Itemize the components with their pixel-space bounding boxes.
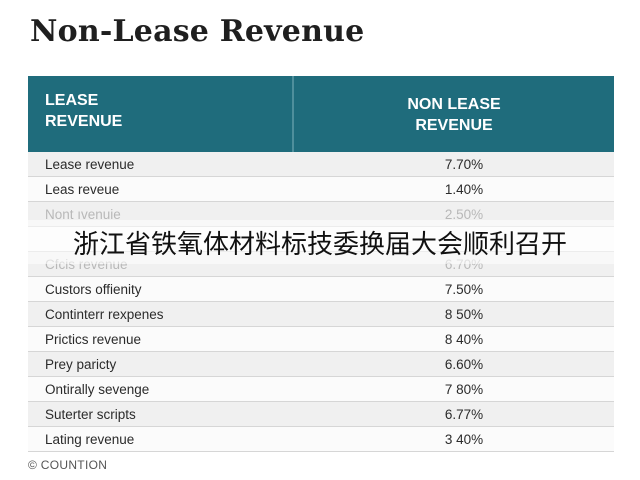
row-label: Nont ıvenuie [45,206,121,222]
header-non-lease-revenue: NON LEASE REVENUE [294,76,614,152]
header-col1-line1: LEASE [45,92,99,109]
row-value: 6.77% [444,406,484,422]
table-row: Lating revenue 3 40% [28,427,614,452]
header-col1-line2: REVENUE [45,113,123,130]
overlay-caption: 浙江省铁氧体材料标技委换届大会顺利召开 [0,220,640,264]
table-header: LEASE REVENUE NON LEASE REVENUE [28,76,614,152]
header-lease-revenue: LEASE REVENUE [28,76,294,152]
table-row: Custors offienity 7.50% [28,277,614,302]
table-row: Lease revenue 7.70% [28,152,614,177]
row-value: 7.50% [444,281,484,297]
table-row: Ontirally sevenge 7 80% [28,377,614,402]
row-label: Ontirally sevenge [45,381,150,397]
row-value: 8 40% [444,331,484,347]
table-body: Lease revenue 7.70% Leas reveue 1.40% No… [28,152,614,452]
row-label: Continterr rexpenes [45,306,164,322]
table-row: Prictics revenue 8 40% [28,327,614,352]
header-col2-line1: NON LEASE [407,96,501,113]
row-label: Prictics revenue [45,331,142,347]
row-label: Custors offienity [45,281,142,297]
row-label: Leas reveue [45,181,120,197]
row-label: Prey paricty [45,356,117,372]
revenue-table: LEASE REVENUE NON LEASE REVENUE Lease re… [28,76,614,452]
table-row: Prey paricty 6.60% [28,352,614,377]
table-row: Suterter scripts 6.77% [28,402,614,427]
overlay-caption-text: 浙江省铁氧体材料标技委换届大会顺利召开 [72,229,567,260]
row-label: Lease revenue [45,156,135,172]
row-value: 6.60% [444,356,484,372]
row-value: 7.70% [444,156,484,172]
table-row: Continterr rexpenes 8 50% [28,302,614,327]
copyright-footer: © COUNTION [28,458,108,472]
row-value: 7 80% [444,381,484,397]
row-value: 3 40% [444,431,484,447]
row-value: 8 50% [444,306,484,322]
row-label: Lating revenue [45,431,135,447]
row-value: 2.50% [444,206,484,222]
row-value: 1.40% [444,181,484,197]
table-row: Leas reveue 1.40% [28,177,614,202]
header-col2-line2: REVENUE [415,117,493,134]
row-label: Suterter scripts [45,406,136,422]
page-title: Non-Lease Revenue [30,14,365,49]
